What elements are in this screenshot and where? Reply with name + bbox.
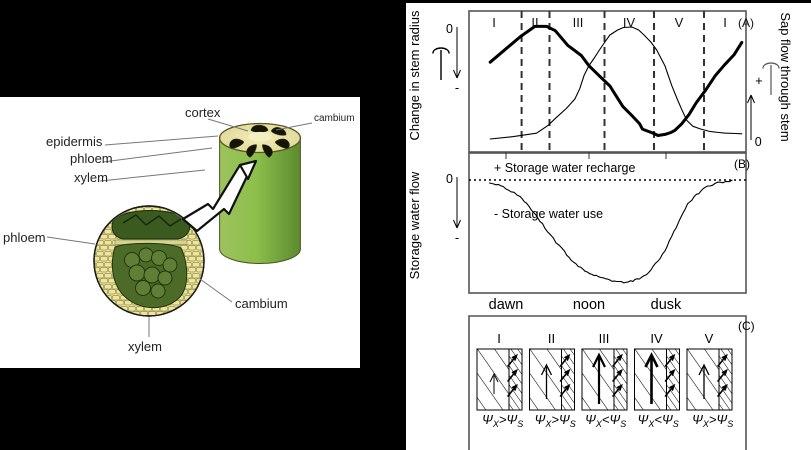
svg-text:0: 0 xyxy=(446,172,453,186)
svg-text:0: 0 xyxy=(755,135,762,149)
svg-text:dusk: dusk xyxy=(651,297,682,313)
svg-text:0: 0 xyxy=(446,22,453,36)
svg-text:III: III xyxy=(599,331,610,346)
svg-text:II: II xyxy=(548,331,555,346)
svg-text:ΨX>ΨS: ΨX>ΨS xyxy=(482,412,523,429)
svg-text:I: I xyxy=(497,331,501,346)
svg-text:-: - xyxy=(455,230,459,245)
svg-text:+ Storage water recharge: + Storage water recharge xyxy=(494,161,635,175)
svg-text:noon: noon xyxy=(573,297,605,313)
svg-text:dawn: dawn xyxy=(489,297,524,313)
svg-text:- Storage water use: - Storage water use xyxy=(494,207,603,221)
svg-text:ΨX<ΨS: ΨX<ΨS xyxy=(638,412,679,429)
svg-text:(C): (C) xyxy=(738,319,755,333)
svg-text:IV: IV xyxy=(650,331,663,346)
svg-text:+: + xyxy=(755,73,763,88)
svg-text:V: V xyxy=(705,331,714,346)
svg-text:I: I xyxy=(723,15,727,30)
svg-text:III: III xyxy=(573,15,584,30)
svg-text:-: - xyxy=(455,80,459,95)
svg-text:ΨX>ΨS: ΨX>ΨS xyxy=(692,412,733,429)
svg-text:(A): (A) xyxy=(738,16,754,30)
svg-text:I: I xyxy=(492,15,496,30)
svg-text:V: V xyxy=(675,15,684,30)
svg-text:(B): (B) xyxy=(734,157,750,171)
svg-text:ΨX<ΨS: ΨX<ΨS xyxy=(585,412,626,429)
svg-text:ΨX>ΨS: ΨX>ΨS xyxy=(535,412,576,429)
